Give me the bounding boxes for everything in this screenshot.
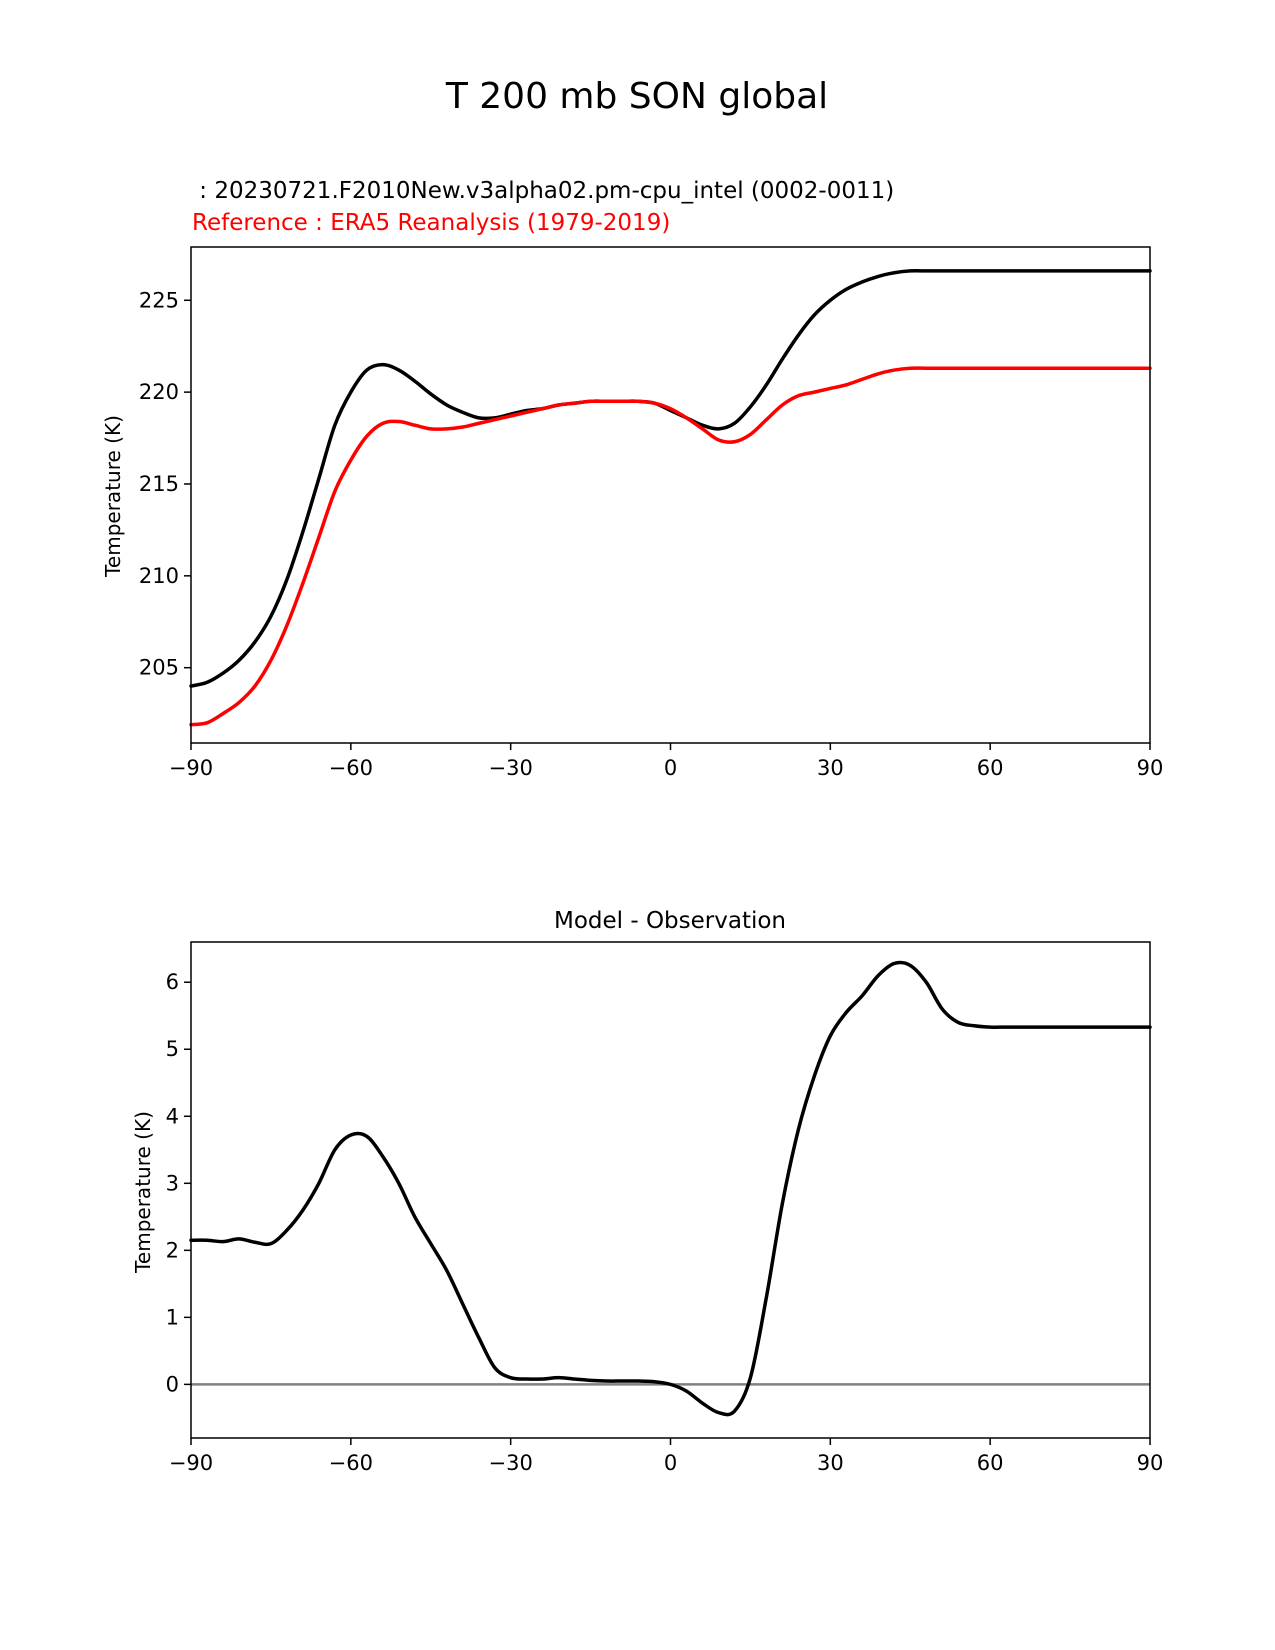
top-y-tick-label: 205 xyxy=(139,656,179,680)
top-x-tick-label: 0 xyxy=(664,756,677,780)
top-x-tick-label: 90 xyxy=(1137,756,1164,780)
top-series-test-line xyxy=(189,268,1152,688)
bottom-y-tick-label: 2 xyxy=(166,1238,179,1262)
bottom-x-tick-label: −30 xyxy=(489,1451,533,1475)
bottom-plot-frame xyxy=(190,941,1151,1439)
bottom-y-tick-label: 0 xyxy=(166,1372,179,1396)
bottom-y-tick-label: 4 xyxy=(166,1104,179,1128)
top-y-tick-label: 215 xyxy=(139,472,179,496)
top-x-tick-label: −90 xyxy=(169,756,213,780)
top-y-tick-label: 210 xyxy=(139,564,179,588)
bottom-x-tick-label: 90 xyxy=(1137,1451,1164,1475)
bottom-panel: Model - Observation Temperature (K) −90 −… xyxy=(131,908,1163,1475)
bottom-x-tick-label: 30 xyxy=(817,1451,844,1475)
bottom-x-tick-label: 0 xyxy=(664,1451,677,1475)
bottom-y-tick-label: 5 xyxy=(166,1037,179,1061)
bottom-series-difference-line xyxy=(189,960,1152,1417)
top-y-tick-label: 225 xyxy=(139,288,179,312)
top-series-reference-line xyxy=(189,366,1152,727)
top-x-tick-label: 30 xyxy=(817,756,844,780)
bottom-y-axis-label: Temperature (K) xyxy=(131,1111,155,1274)
bottom-y-tick-label: 1 xyxy=(166,1305,179,1329)
top-x-tick-label: 60 xyxy=(977,756,1004,780)
top-x-tick-label: −30 xyxy=(489,756,533,780)
bottom-x-tick-label: 60 xyxy=(977,1451,1004,1475)
figure-title: T 200 mb SON global xyxy=(445,76,828,117)
bottom-x-tick-label: −60 xyxy=(329,1451,373,1475)
top-y-axis-label: Temperature (K) xyxy=(101,415,125,578)
bottom-x-tick-label: −90 xyxy=(169,1451,213,1475)
top-x-tick-label: −60 xyxy=(329,756,373,780)
reference-label: Reference : ERA5 Reanalysis (1979-2019) xyxy=(192,210,670,236)
test-label: : 20230721.F2010New.v3alpha02.pm-cpu_int… xyxy=(192,178,894,204)
top-panel: : 20230721.F2010New.v3alpha02.pm-cpu_int… xyxy=(101,178,1163,780)
top-y-tick-label: 220 xyxy=(139,380,179,404)
bottom-y-tick-label: 6 xyxy=(166,970,179,994)
bottom-y-tick-label: 3 xyxy=(166,1171,179,1195)
bottom-plot-title: Model - Observation xyxy=(554,908,786,934)
